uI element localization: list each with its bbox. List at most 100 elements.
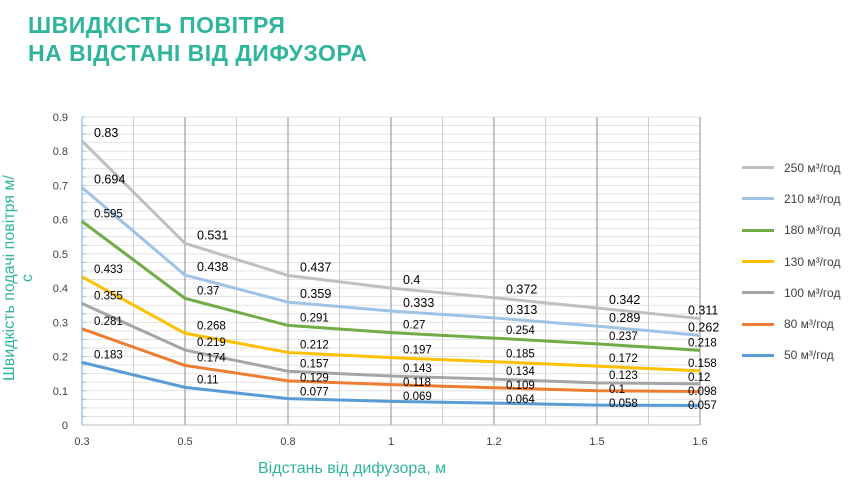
series-line	[81, 302, 701, 386]
legend-item: 100 м³/год	[742, 277, 840, 308]
y-tick-label: 0.7	[53, 180, 68, 192]
data-label: 0.12	[688, 372, 710, 384]
data-label: 0.197	[403, 345, 432, 357]
legend-label: 50 м³/год	[784, 348, 834, 363]
data-label: 0.595	[94, 208, 123, 220]
data-label: 0.212	[300, 339, 329, 351]
data-label: 0.342	[609, 293, 640, 307]
x-tick-label: 1.2	[486, 436, 501, 448]
data-label: 0.433	[94, 264, 123, 276]
y-axis-label: Швидкість подачі повітря м/с	[1, 175, 36, 381]
data-label: 0.118	[403, 377, 431, 389]
x-axis-label: Відстань від дифузора, м	[258, 460, 447, 477]
data-label: 0.134	[506, 366, 535, 378]
data-label: 0.109	[506, 380, 535, 392]
legend-swatch	[742, 353, 774, 357]
data-label: 0.372	[506, 283, 537, 297]
y-tick-label: 0.3	[53, 317, 68, 329]
legend-swatch	[742, 197, 774, 201]
y-tick-label: 0.1	[53, 386, 68, 398]
data-label: 0.11	[197, 374, 219, 386]
data-label: 0.359	[300, 287, 331, 301]
y-tick-label: 0.8	[53, 146, 68, 158]
y-tick-label: 0.5	[53, 249, 68, 261]
legend-item: 80 м³/год	[742, 308, 840, 339]
x-tick-label: 0.8	[280, 436, 295, 448]
x-tick-label: 0.5	[177, 436, 192, 448]
data-label: 0.531	[197, 228, 228, 242]
data-label: 0.4	[403, 273, 420, 287]
data-label: 0.157	[300, 358, 329, 370]
data-label: 0.254	[506, 325, 535, 337]
legend: 250 м³/год 210 м³/год 180 м³/год 130 м³/год…	[742, 152, 840, 371]
data-label: 0.268	[197, 320, 226, 332]
legend-item: 130 м³/год	[742, 246, 840, 277]
data-label: 0.83	[94, 126, 118, 140]
legend-swatch	[742, 322, 774, 326]
legend-label: 180 м³/год	[784, 223, 841, 238]
data-label: 0.219	[197, 337, 226, 349]
x-tick-label: 1.5	[589, 436, 604, 448]
legend-swatch	[742, 228, 774, 232]
data-label: 0.27	[403, 320, 425, 332]
data-label: 0.123	[609, 370, 638, 382]
data-label: 0.174	[197, 352, 226, 364]
data-label: 0.37	[197, 285, 219, 297]
data-label: 0.057	[688, 400, 717, 412]
series-line	[81, 327, 701, 393]
x-tick-label: 1	[388, 436, 394, 448]
data-label: 0.158	[688, 358, 717, 370]
legend-label: 250 м³/год	[784, 160, 841, 175]
legend-swatch	[742, 260, 774, 264]
legend-item: 180 м³/год	[742, 215, 840, 246]
data-label: 0.077	[300, 386, 329, 398]
data-label: 0.281	[94, 316, 123, 328]
legend-label: 100 м³/год	[784, 285, 841, 300]
data-label: 0.172	[609, 353, 638, 365]
data-label: 0.694	[94, 172, 125, 186]
data-label: 0.355	[94, 291, 123, 303]
x-tick-label: 0.3	[74, 436, 89, 448]
data-label: 0.437	[300, 260, 331, 274]
legend-item: 210 м³/год	[742, 183, 840, 214]
legend-label: 130 м³/год	[784, 254, 841, 269]
data-label: 0.333	[403, 296, 434, 310]
data-label: 0.098	[688, 386, 717, 398]
data-label: 0.291	[300, 312, 329, 324]
data-label: 0.218	[688, 337, 717, 349]
data-label: 0.183	[94, 349, 123, 361]
data-label: 0.438	[197, 260, 228, 274]
y-tick-label: 0.2	[53, 352, 68, 364]
y-tick-label: 0.6	[53, 215, 68, 227]
legend-label: 80 м³/год	[784, 317, 834, 332]
data-label: 0.1	[609, 384, 625, 396]
y-tick-label: 0.4	[53, 283, 68, 295]
chart-title-line2: НА ВІДСТАНІ ВІД ДИФУЗОРА	[28, 40, 368, 66]
x-tick-label: 1.6	[692, 436, 707, 448]
legend-item: 50 м³/год	[742, 340, 840, 371]
legend-label: 210 м³/год	[784, 191, 841, 206]
data-label: 0.237	[609, 331, 638, 343]
data-label: 0.129	[300, 372, 329, 384]
series-line	[81, 275, 701, 373]
data-label: 0.289	[609, 311, 640, 325]
data-label: 0.311	[688, 304, 718, 318]
series-line	[80, 139, 701, 321]
data-label: 0.058	[609, 398, 638, 410]
y-tick-label: 0	[62, 420, 68, 432]
data-label: 0.262	[688, 320, 719, 334]
series-line	[81, 220, 701, 352]
legend-swatch	[742, 291, 774, 295]
legend-swatch	[742, 166, 774, 170]
data-label: 0.313	[506, 303, 537, 317]
data-label: 0.064	[506, 394, 535, 406]
data-label: 0.143	[403, 363, 432, 375]
chart-title-line1: ШВИДКІСТЬ ПОВІТРЯ	[28, 12, 286, 38]
legend-item: 250 м³/год	[742, 152, 840, 183]
series-line	[81, 186, 701, 337]
data-label: 0.069	[403, 391, 432, 403]
y-tick-label: 0.9	[53, 112, 68, 124]
series-line	[81, 360, 701, 407]
